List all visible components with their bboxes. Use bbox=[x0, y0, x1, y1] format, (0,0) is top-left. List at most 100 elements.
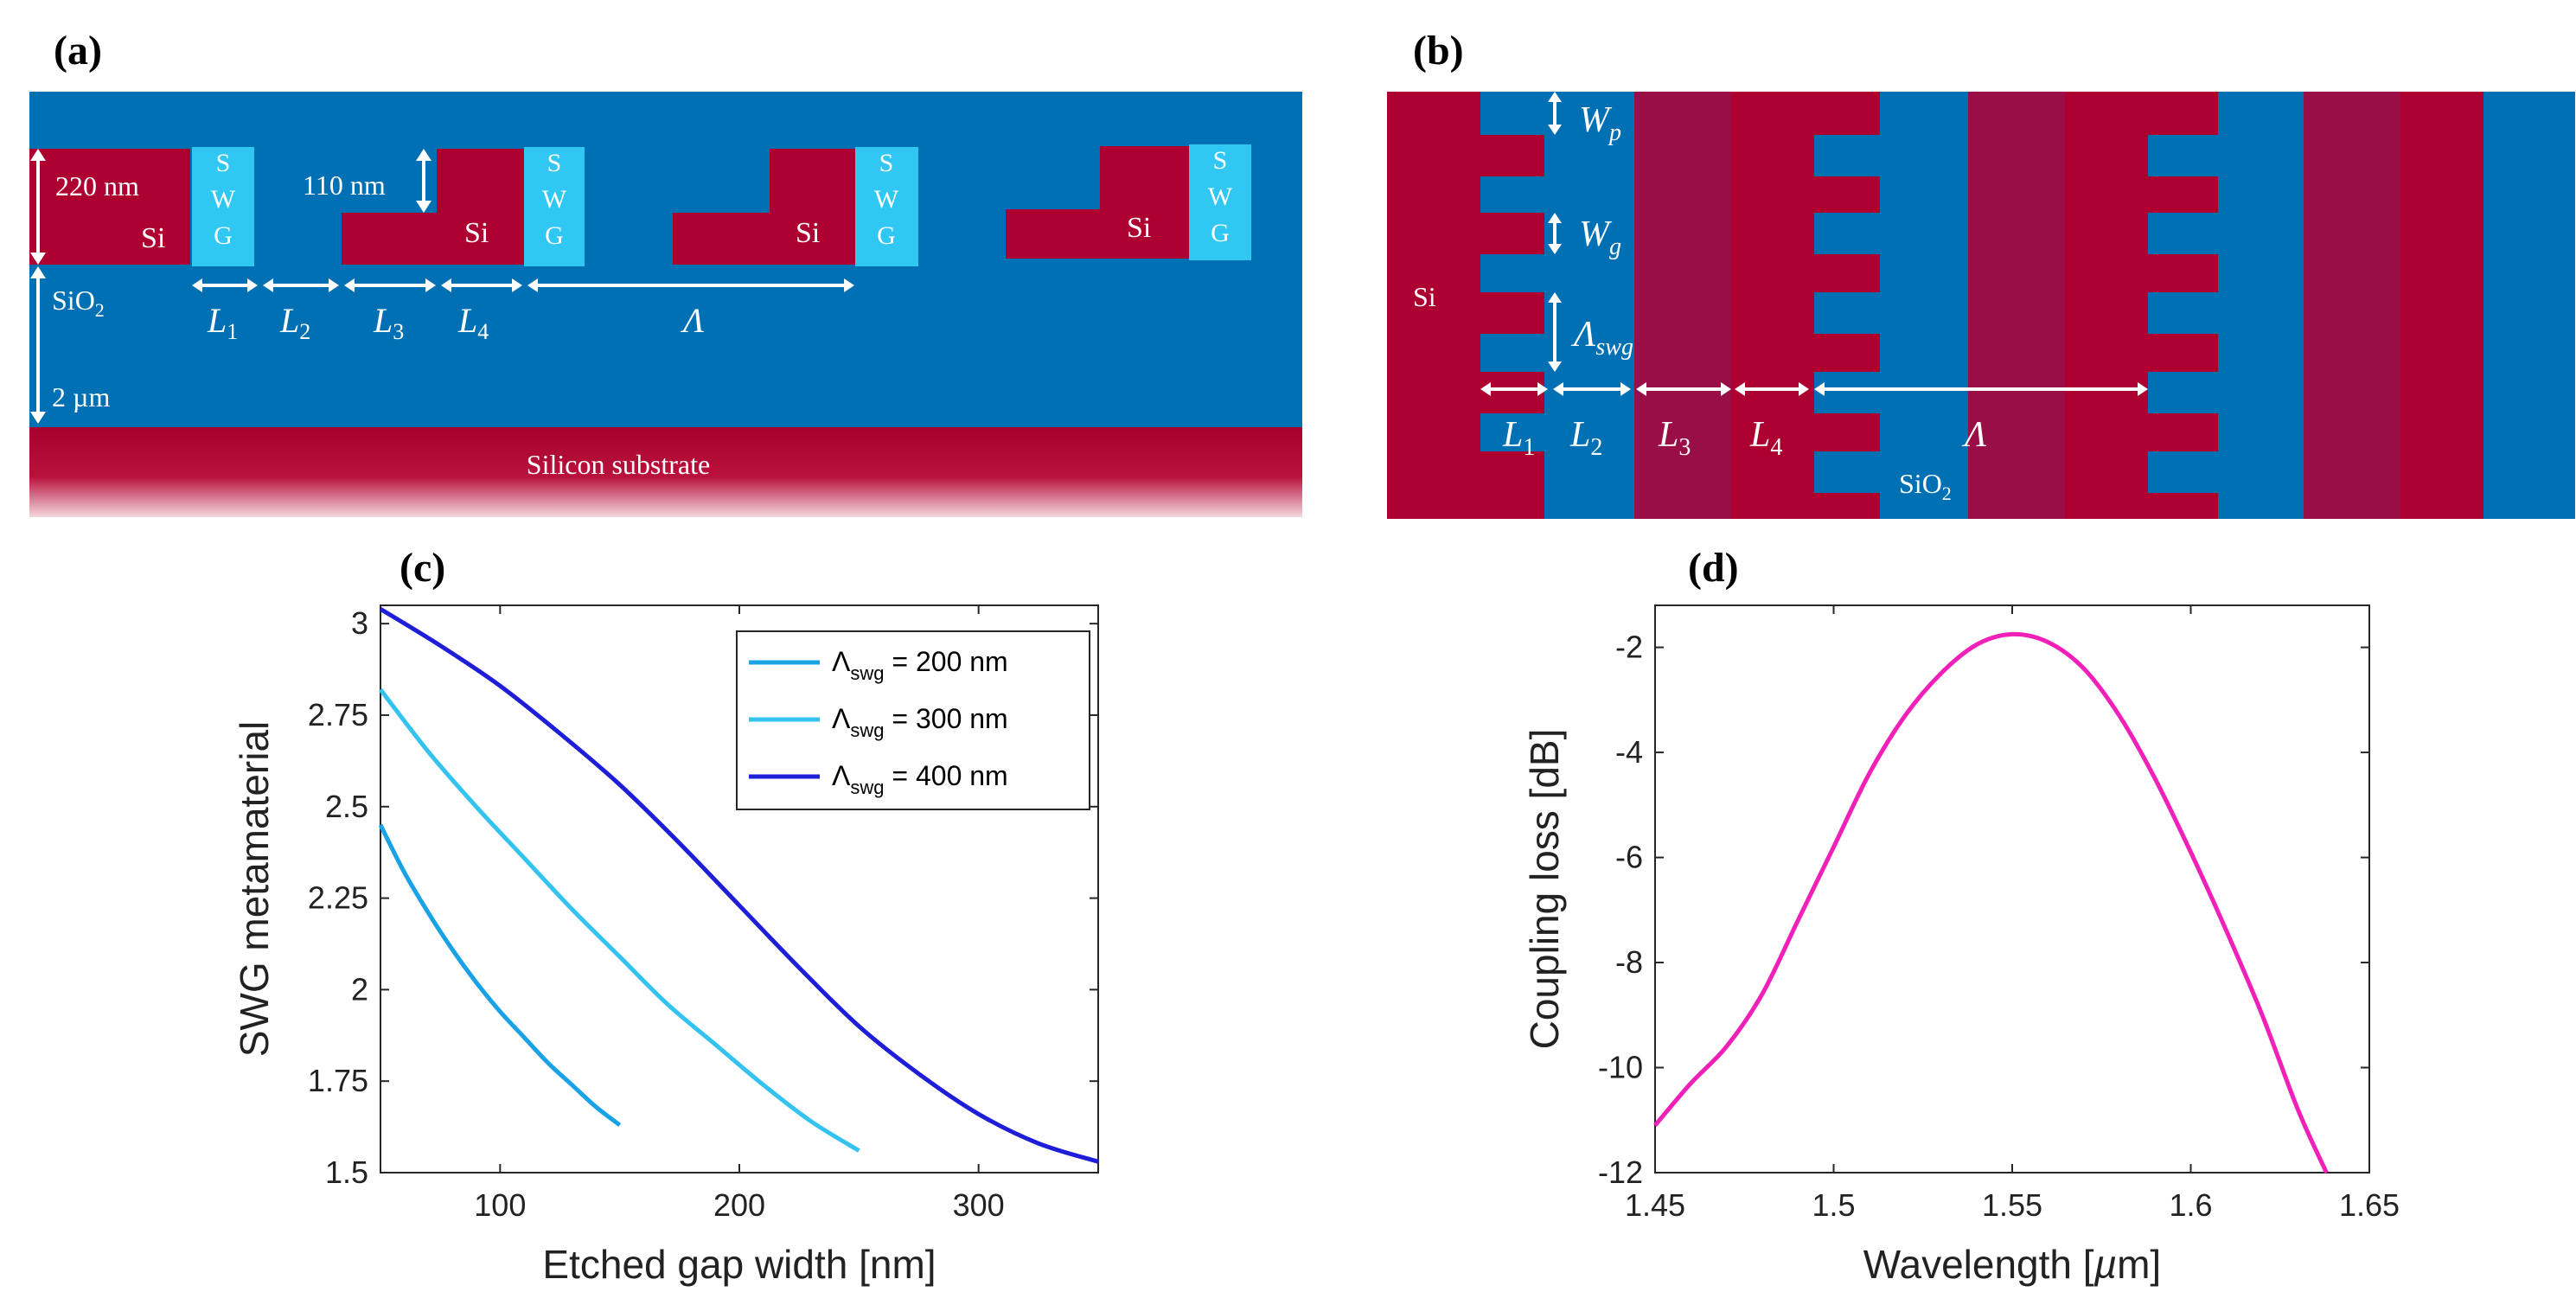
L1-label-a: L1 bbox=[207, 301, 238, 344]
swg-band-3 bbox=[2304, 92, 2400, 519]
swg-block-2 bbox=[524, 147, 585, 266]
panel-label-c: (c) bbox=[400, 545, 445, 591]
swg-block-1 bbox=[192, 147, 254, 266]
y-tick-label: -8 bbox=[1615, 944, 1643, 980]
swg-letter: W bbox=[874, 185, 899, 214]
series-line-1 bbox=[379, 687, 860, 1153]
series-line-0 bbox=[1653, 631, 2329, 1174]
series-line-0 bbox=[378, 823, 622, 1127]
y-tick-label: 2 bbox=[351, 971, 368, 1007]
lambda-swg-label: Λswg bbox=[1570, 315, 1633, 361]
si-step-1 bbox=[342, 149, 524, 265]
y-axis-label-d: Coupling loss [dB] bbox=[1522, 729, 1567, 1050]
axis-ticks-c: 100 200 300 1.5 1.75 2 2.25 2.5 2.75 3 bbox=[308, 605, 1098, 1223]
panel-b: (b) Si Wp Wg Λswg L1 L2 L3 L4 Λ SiO2 bbox=[1387, 28, 2575, 519]
swg-letter: S bbox=[547, 149, 562, 177]
swg-letter: S bbox=[879, 149, 894, 177]
swg-letter: W bbox=[211, 185, 236, 214]
legend-label-300: Λswg = 300 nm bbox=[832, 703, 1008, 741]
si-grating-b-2 bbox=[2065, 92, 2218, 519]
si-label-3: Si bbox=[796, 217, 820, 249]
y-tick-label: -12 bbox=[1598, 1154, 1643, 1190]
plot-frame-d bbox=[1654, 604, 2370, 1174]
y-tick-label: 2.5 bbox=[325, 789, 368, 824]
x-tick-label: 300 bbox=[953, 1187, 1005, 1223]
panel-d: (d) 1.45 1.5 1.55 1.6 1.65 -12 -10 -8 -6 -4 -2 Cou… bbox=[1522, 545, 2400, 1287]
arrowhead bbox=[1636, 382, 1731, 396]
L4-label-a: L4 bbox=[457, 301, 489, 344]
x-tick-label: 1.55 bbox=[1982, 1187, 2042, 1223]
si-label-1: Si bbox=[141, 222, 165, 254]
y-tick-label: 1.75 bbox=[308, 1063, 368, 1098]
y-tick-label: 2.75 bbox=[308, 697, 368, 732]
arrowhead bbox=[1548, 92, 1562, 135]
si-label-b: Si bbox=[1413, 281, 1436, 312]
panel-label-d: (d) bbox=[1688, 545, 1739, 591]
horizontal-dimension-arrows bbox=[192, 278, 854, 292]
swg-letter: G bbox=[1211, 219, 1230, 247]
sio2-label-a: SiO2 bbox=[52, 285, 105, 321]
swg-letter: G bbox=[214, 221, 233, 250]
dim-label-2um: 2 µm bbox=[52, 381, 110, 412]
x-tick-label: 1.65 bbox=[2339, 1187, 2400, 1223]
axis-ticks-d: 1.45 1.5 1.55 1.6 1.65 -12 -10 -8 -6 -4 -2 bbox=[1598, 605, 2400, 1223]
si-step-3 bbox=[1006, 146, 1189, 259]
x-axis-label-d: Wavelength [µm] bbox=[1863, 1242, 2161, 1287]
panel-c: (c) 100 200 300 1.5 1.75 2 2.25 2.5 2.75 3 SWG me… bbox=[232, 545, 1099, 1287]
series-group-d bbox=[1653, 631, 2329, 1174]
arrowhead bbox=[1548, 213, 1562, 254]
y-axis-label-c: SWG metamaterial bbox=[232, 721, 277, 1058]
substrate-label: Silicon substrate bbox=[527, 449, 710, 480]
swg-letter: S bbox=[216, 149, 231, 177]
legend-entry-400: Λswg = 400 nm bbox=[749, 760, 1008, 798]
si-block-b bbox=[2400, 92, 2483, 519]
si-grating-b-1 bbox=[1731, 92, 1880, 519]
arrowhead bbox=[30, 149, 46, 265]
x-tick-label: 1.45 bbox=[1625, 1187, 1685, 1223]
L3-label-b: L3 bbox=[1658, 415, 1691, 461]
swg-letter: S bbox=[1213, 146, 1228, 175]
sio2-label-b: SiO2 bbox=[1899, 468, 1952, 504]
x-tick-label: 100 bbox=[474, 1187, 526, 1223]
swg-letter: G bbox=[877, 221, 896, 250]
swg-block-4 bbox=[1189, 144, 1251, 260]
legend-entry-200: Λswg = 200 nm bbox=[749, 646, 1008, 684]
L2-label-a: L2 bbox=[279, 301, 310, 344]
x-axis-label-c: Etched gap width [nm] bbox=[542, 1242, 936, 1287]
x-tick-label: 200 bbox=[713, 1187, 765, 1223]
L4-label-b: L4 bbox=[1749, 415, 1782, 461]
swg-band-2 bbox=[1968, 92, 2065, 519]
dim-label-110nm: 110 nm bbox=[303, 169, 386, 201]
lambda-label-b: Λ bbox=[1961, 415, 1987, 455]
horizontal-dimension-arrows-b bbox=[1480, 382, 2148, 396]
arrowhead bbox=[344, 278, 436, 292]
y-tick-label: -4 bbox=[1615, 734, 1643, 770]
L1-label-b: L1 bbox=[1502, 415, 1535, 461]
si-label-2: Si bbox=[464, 217, 489, 249]
dim-label-220nm: 220 nm bbox=[55, 170, 139, 201]
y-tick-label: -2 bbox=[1615, 630, 1643, 665]
swg-band-1 bbox=[1634, 92, 1731, 519]
swg-letter: G bbox=[545, 221, 564, 250]
si-region-b bbox=[1387, 92, 1544, 519]
swg-letter: W bbox=[1208, 182, 1233, 211]
wp-label: Wp bbox=[1579, 100, 1621, 146]
legend-label-200: Λswg = 200 nm bbox=[832, 646, 1008, 684]
panel-label-b: (b) bbox=[1413, 28, 1464, 74]
legend-entry-300: Λswg = 300 nm bbox=[749, 703, 1008, 741]
y-tick-label: 2.25 bbox=[308, 880, 368, 916]
y-tick-label: -6 bbox=[1615, 840, 1643, 875]
y-tick-label: 1.5 bbox=[325, 1154, 368, 1190]
L3-label-a: L3 bbox=[373, 301, 404, 344]
panel-label-a: (a) bbox=[54, 28, 102, 74]
series-line-2 bbox=[379, 607, 1099, 1164]
y-tick-label: -10 bbox=[1598, 1050, 1643, 1085]
legend-label-400: Λswg = 400 nm bbox=[832, 760, 1008, 798]
si-step-2 bbox=[673, 149, 855, 265]
wg-label: Wg bbox=[1579, 214, 1621, 260]
L2-label-b: L2 bbox=[1569, 415, 1602, 461]
x-tick-label: 1.6 bbox=[2169, 1187, 2212, 1223]
swg-block-3 bbox=[855, 147, 918, 266]
